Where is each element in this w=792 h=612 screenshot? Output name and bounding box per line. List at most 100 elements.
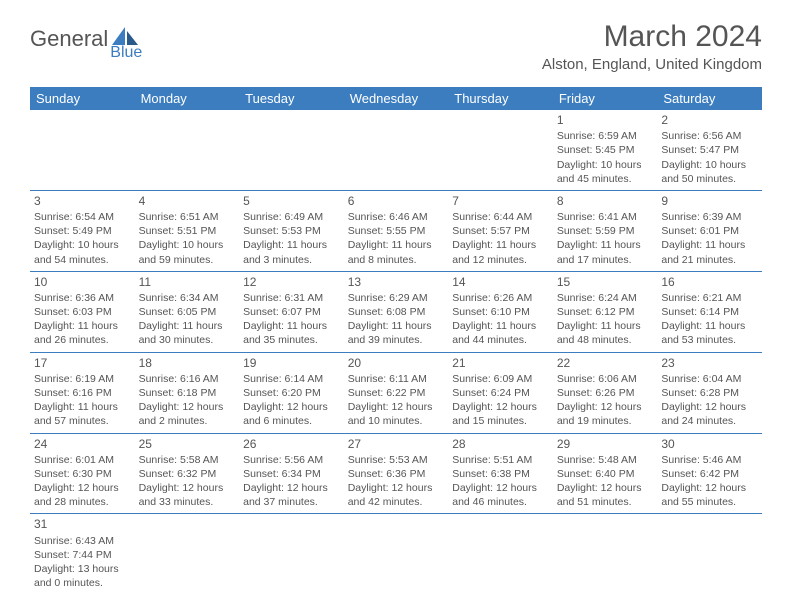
calendar-cell: 17Sunrise: 6:19 AMSunset: 6:16 PMDayligh… — [30, 352, 135, 433]
month-title: March 2024 — [542, 20, 762, 54]
sunset-line: Sunset: 6:40 PM — [557, 467, 654, 481]
logo: General Blue — [30, 26, 170, 52]
sunrise-line: Sunrise: 5:48 AM — [557, 453, 654, 467]
day-number: 26 — [243, 436, 340, 452]
calendar-cell: 1Sunrise: 6:59 AMSunset: 5:45 PMDaylight… — [553, 110, 658, 190]
day-header: Thursday — [448, 87, 553, 110]
sunrise-line: Sunrise: 5:51 AM — [452, 453, 549, 467]
daylight-line: Daylight: 11 hours and 44 minutes. — [452, 319, 549, 347]
calendar-row: 31Sunrise: 6:43 AMSunset: 7:44 PMDayligh… — [30, 514, 762, 594]
sunset-line: Sunset: 7:44 PM — [34, 548, 131, 562]
calendar-cell — [135, 514, 240, 594]
daylight-line: Daylight: 10 hours and 50 minutes. — [661, 158, 758, 186]
sunset-line: Sunset: 6:07 PM — [243, 305, 340, 319]
calendar-cell: 9Sunrise: 6:39 AMSunset: 6:01 PMDaylight… — [657, 190, 762, 271]
daylight-line: Daylight: 10 hours and 59 minutes. — [139, 238, 236, 266]
calendar-cell — [239, 110, 344, 190]
daylight-line: Daylight: 11 hours and 39 minutes. — [348, 319, 445, 347]
sunset-line: Sunset: 6:24 PM — [452, 386, 549, 400]
sunset-line: Sunset: 5:57 PM — [452, 224, 549, 238]
calendar-cell: 24Sunrise: 6:01 AMSunset: 6:30 PMDayligh… — [30, 433, 135, 514]
calendar-cell: 12Sunrise: 6:31 AMSunset: 6:07 PMDayligh… — [239, 271, 344, 352]
sunrise-line: Sunrise: 6:51 AM — [139, 210, 236, 224]
day-number: 14 — [452, 274, 549, 290]
daylight-line: Daylight: 11 hours and 21 minutes. — [661, 238, 758, 266]
sunrise-line: Sunrise: 6:19 AM — [34, 372, 131, 386]
daylight-line: Daylight: 12 hours and 42 minutes. — [348, 481, 445, 509]
daylight-line: Daylight: 11 hours and 8 minutes. — [348, 238, 445, 266]
sunrise-line: Sunrise: 6:49 AM — [243, 210, 340, 224]
sail-icon — [112, 27, 138, 45]
sunrise-line: Sunrise: 6:01 AM — [34, 453, 131, 467]
day-number: 11 — [139, 274, 236, 290]
calendar-cell: 21Sunrise: 6:09 AMSunset: 6:24 PMDayligh… — [448, 352, 553, 433]
sunset-line: Sunset: 5:51 PM — [139, 224, 236, 238]
sunrise-line: Sunrise: 6:46 AM — [348, 210, 445, 224]
calendar-row: 17Sunrise: 6:19 AMSunset: 6:16 PMDayligh… — [30, 352, 762, 433]
sunrise-line: Sunrise: 6:24 AM — [557, 291, 654, 305]
calendar-cell — [30, 110, 135, 190]
sunrise-line: Sunrise: 5:56 AM — [243, 453, 340, 467]
calendar-cell: 18Sunrise: 6:16 AMSunset: 6:18 PMDayligh… — [135, 352, 240, 433]
calendar-cell: 8Sunrise: 6:41 AMSunset: 5:59 PMDaylight… — [553, 190, 658, 271]
calendar-cell — [344, 514, 449, 594]
day-number: 25 — [139, 436, 236, 452]
calendar-cell: 25Sunrise: 5:58 AMSunset: 6:32 PMDayligh… — [135, 433, 240, 514]
calendar-cell: 26Sunrise: 5:56 AMSunset: 6:34 PMDayligh… — [239, 433, 344, 514]
daylight-line: Daylight: 12 hours and 15 minutes. — [452, 400, 549, 428]
calendar-cell: 14Sunrise: 6:26 AMSunset: 6:10 PMDayligh… — [448, 271, 553, 352]
calendar-cell: 10Sunrise: 6:36 AMSunset: 6:03 PMDayligh… — [30, 271, 135, 352]
day-header: Saturday — [657, 87, 762, 110]
sunrise-line: Sunrise: 6:31 AM — [243, 291, 340, 305]
daylight-line: Daylight: 12 hours and 28 minutes. — [34, 481, 131, 509]
daylight-line: Daylight: 11 hours and 3 minutes. — [243, 238, 340, 266]
calendar-cell: 5Sunrise: 6:49 AMSunset: 5:53 PMDaylight… — [239, 190, 344, 271]
calendar-cell: 2Sunrise: 6:56 AMSunset: 5:47 PMDaylight… — [657, 110, 762, 190]
day-number: 3 — [34, 193, 131, 209]
sunrise-line: Sunrise: 6:29 AM — [348, 291, 445, 305]
calendar-cell: 31Sunrise: 6:43 AMSunset: 7:44 PMDayligh… — [30, 514, 135, 594]
daylight-line: Daylight: 12 hours and 37 minutes. — [243, 481, 340, 509]
day-number: 10 — [34, 274, 131, 290]
sunset-line: Sunset: 5:49 PM — [34, 224, 131, 238]
sunset-line: Sunset: 6:34 PM — [243, 467, 340, 481]
sunset-line: Sunset: 6:05 PM — [139, 305, 236, 319]
daylight-line: Daylight: 12 hours and 51 minutes. — [557, 481, 654, 509]
daylight-line: Daylight: 11 hours and 35 minutes. — [243, 319, 340, 347]
calendar-cell: 23Sunrise: 6:04 AMSunset: 6:28 PMDayligh… — [657, 352, 762, 433]
sunset-line: Sunset: 6:03 PM — [34, 305, 131, 319]
sunrise-line: Sunrise: 6:44 AM — [452, 210, 549, 224]
calendar-cell — [344, 110, 449, 190]
daylight-line: Daylight: 11 hours and 12 minutes. — [452, 238, 549, 266]
day-number: 6 — [348, 193, 445, 209]
calendar-cell — [135, 110, 240, 190]
day-number: 19 — [243, 355, 340, 371]
calendar-row: 1Sunrise: 6:59 AMSunset: 5:45 PMDaylight… — [30, 110, 762, 190]
location: Alston, England, United Kingdom — [542, 56, 762, 73]
daylight-line: Daylight: 12 hours and 46 minutes. — [452, 481, 549, 509]
sunrise-line: Sunrise: 6:43 AM — [34, 534, 131, 548]
sunrise-line: Sunrise: 6:16 AM — [139, 372, 236, 386]
day-number: 13 — [348, 274, 445, 290]
daylight-line: Daylight: 12 hours and 55 minutes. — [661, 481, 758, 509]
sunset-line: Sunset: 6:01 PM — [661, 224, 758, 238]
daylight-line: Daylight: 13 hours and 0 minutes. — [34, 562, 131, 590]
day-number: 18 — [139, 355, 236, 371]
calendar-table: Sunday Monday Tuesday Wednesday Thursday… — [30, 87, 762, 594]
sunset-line: Sunset: 6:32 PM — [139, 467, 236, 481]
day-number: 30 — [661, 436, 758, 452]
day-header: Tuesday — [239, 87, 344, 110]
day-number: 29 — [557, 436, 654, 452]
daylight-line: Daylight: 11 hours and 57 minutes. — [34, 400, 131, 428]
sunrise-line: Sunrise: 6:39 AM — [661, 210, 758, 224]
sunrise-line: Sunrise: 6:56 AM — [661, 129, 758, 143]
sunset-line: Sunset: 5:55 PM — [348, 224, 445, 238]
calendar-cell — [657, 514, 762, 594]
day-number: 23 — [661, 355, 758, 371]
sunset-line: Sunset: 6:28 PM — [661, 386, 758, 400]
calendar-cell: 3Sunrise: 6:54 AMSunset: 5:49 PMDaylight… — [30, 190, 135, 271]
calendar-cell — [448, 514, 553, 594]
day-number: 4 — [139, 193, 236, 209]
daylight-line: Daylight: 10 hours and 54 minutes. — [34, 238, 131, 266]
logo-text-main: General — [30, 26, 108, 52]
